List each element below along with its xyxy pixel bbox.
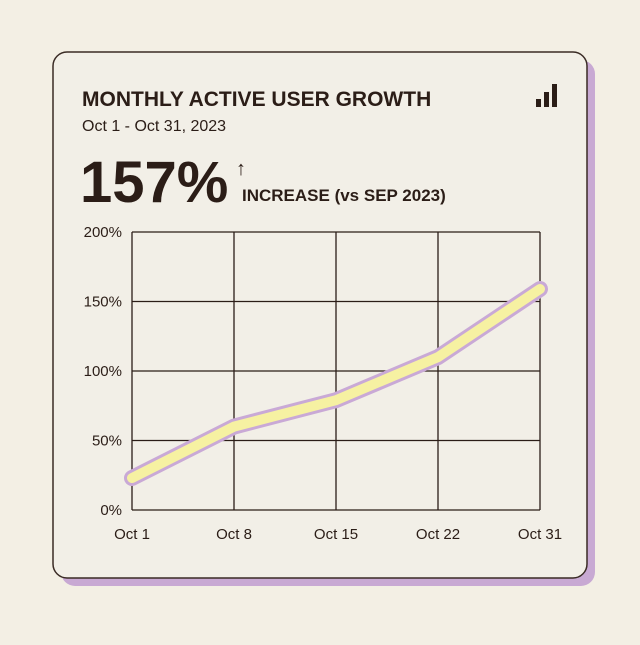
y-tick-label: 150% [84,294,122,311]
y-tick-label: 50% [92,433,122,450]
line [127,283,545,484]
y-tick-label: 200% [84,224,122,241]
headline-arrow: ↑ [236,158,246,180]
x-tick-label: Oct 15 [314,526,358,543]
x-tick-label: Oct 8 [216,526,252,543]
chart-icon [536,84,557,107]
x-tick-label: Oct 22 [416,526,460,543]
headline-note: INCREASE (vs SEP 2023) [242,186,446,205]
x-tick-label: Oct 31 [518,526,562,543]
y-tick-label: 0% [100,502,122,519]
x-tick-label: Oct 1 [114,526,150,543]
y-tick-label: 100% [84,363,122,380]
headline: 157% [80,150,228,215]
chart-title: MONTHLY ACTIVE USER GROWTH [82,88,431,111]
chart-subtitle: Oct 1 - Oct 31, 2023 [82,118,226,135]
